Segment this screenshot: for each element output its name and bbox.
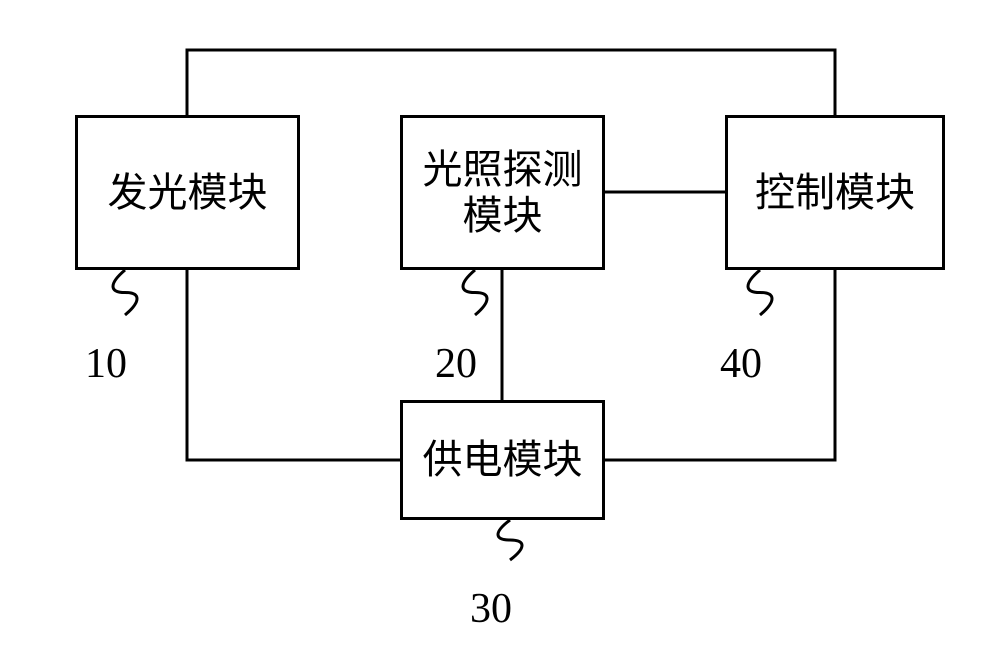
ref-leads-layer [0, 0, 986, 667]
ref-lead-n20 [463, 270, 487, 315]
ref-n40: 40 [720, 340, 762, 388]
node-n20-label: 光照探测 模块 [423, 147, 583, 239]
node-n30-label: 供电模块 [423, 437, 583, 483]
ref-lead-n40 [748, 270, 772, 315]
ref-lead-n30 [498, 520, 522, 560]
node-n20: 光照探测 模块 [400, 115, 605, 270]
node-n40-label: 控制模块 [755, 170, 915, 216]
edges-layer [0, 0, 986, 667]
node-n30: 供电模块 [400, 400, 605, 520]
node-n10-label: 发光模块 [108, 170, 268, 216]
edge-n10-n30 [187, 270, 400, 460]
node-n10: 发光模块 [75, 115, 300, 270]
ref-n30: 30 [470, 585, 512, 633]
edge-n10-n40 [187, 50, 835, 115]
node-n40: 控制模块 [725, 115, 945, 270]
ref-n20: 20 [435, 340, 477, 388]
diagram-canvas: 发光模块 光照探测 模块 控制模块供电模块 10 20 40 30 [0, 0, 986, 667]
ref-n10: 10 [85, 340, 127, 388]
ref-lead-n10 [113, 270, 137, 315]
